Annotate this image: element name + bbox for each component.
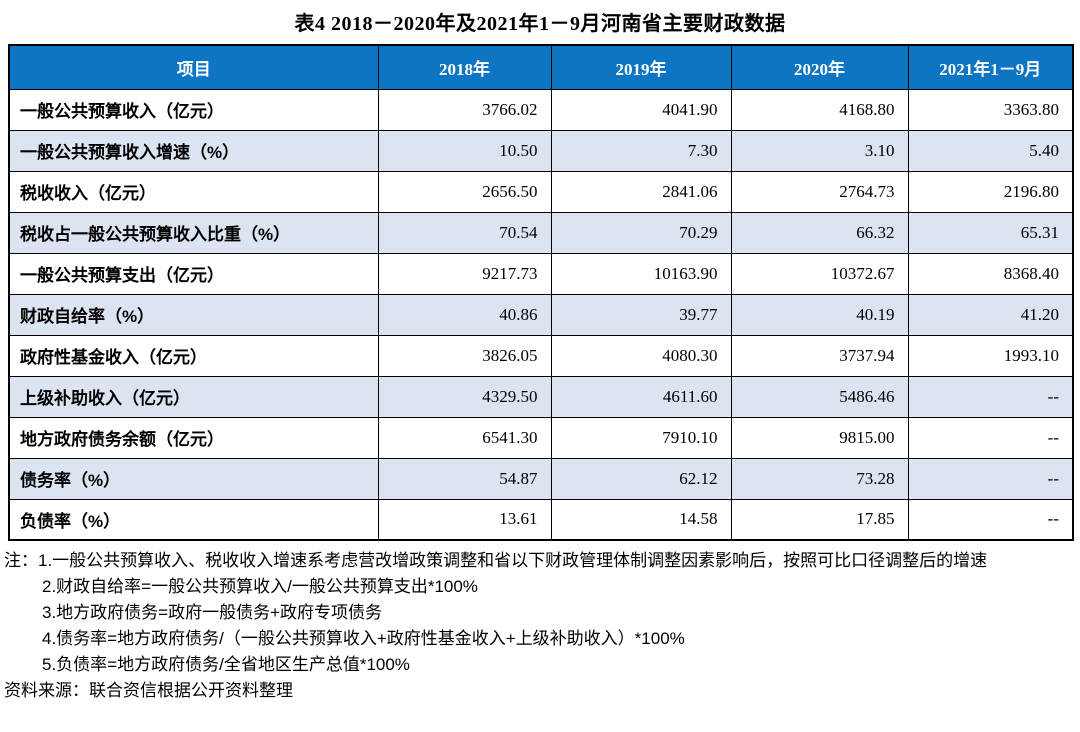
value-cell: -- (907, 416, 1074, 459)
note-line-1: 注：1.一般公共预算收入、税收收入增速系考虑营改增政策调整和省以下财政管理体制调… (4, 551, 988, 570)
value-cell: 2656.50 (377, 170, 552, 213)
value-cell: 2764.73 (730, 170, 909, 213)
table-row: 负债率（%） 13.61 14.58 17.85 -- (8, 498, 1074, 541)
value-cell: -- (907, 375, 1074, 418)
row-label: 上级补助收入（亿元） (8, 375, 379, 418)
row-label: 一般公共预算收入增速（%） (8, 129, 379, 172)
table-row: 债务率（%） 54.87 62.12 73.28 -- (8, 457, 1074, 500)
table-row: 政府性基金收入（亿元） 3826.05 4080.30 3737.94 1993.10 (8, 334, 1074, 377)
row-label: 负债率（%） (8, 498, 379, 541)
table-row: 一般公共预算收入（亿元） 3766.02 4041.90 4168.80 3363.80 (8, 88, 1074, 131)
header-cell-2: 2019年 (550, 44, 732, 90)
note-line-2: 2.财政自给率=一般公共预算收入/一般公共预算支出*100% (42, 577, 478, 596)
value-cell: 40.86 (377, 293, 552, 336)
value-cell: 3.10 (730, 129, 909, 172)
value-cell: 3826.05 (377, 334, 552, 377)
row-label: 税收占一般公共预算收入比重（%） (8, 211, 379, 254)
value-cell: 4168.80 (730, 88, 909, 131)
table-title: 表4 2018－2020年及2021年1－9月河南省主要财政数据 (294, 13, 786, 35)
value-cell: 66.32 (730, 211, 909, 254)
value-cell: 14.58 (550, 498, 732, 541)
note-line-5: 5.负债率=地方政府债务/全省地区生产总值*100% (42, 655, 410, 674)
row-label: 地方政府债务余额（亿元） (8, 416, 379, 459)
value-cell: 4611.60 (550, 375, 732, 418)
value-cell: 8368.40 (907, 252, 1074, 295)
value-cell: -- (907, 498, 1074, 541)
value-cell: 70.29 (550, 211, 732, 254)
value-cell: 2196.80 (907, 170, 1074, 213)
row-label: 一般公共预算收入（亿元） (8, 88, 379, 131)
note-line-3: 3.地方政府债务=政府一般债务+政府专项债务 (42, 603, 383, 622)
row-label: 政府性基金收入（亿元） (8, 334, 379, 377)
value-cell: 3737.94 (730, 334, 909, 377)
value-cell: 7910.10 (550, 416, 732, 459)
value-cell: 62.12 (550, 457, 732, 500)
value-cell: 73.28 (730, 457, 909, 500)
header-cell-0: 项目 (8, 44, 379, 90)
header-cell-3: 2020年 (730, 44, 909, 90)
table-row: 地方政府债务余额（亿元） 6541.30 7910.10 9815.00 -- (8, 416, 1074, 459)
value-cell: 70.54 (377, 211, 552, 254)
value-cell: 10.50 (377, 129, 552, 172)
value-cell: 1993.10 (907, 334, 1074, 377)
value-cell: 2841.06 (550, 170, 732, 213)
row-label: 一般公共预算支出（亿元） (8, 252, 379, 295)
value-cell: 4329.50 (377, 375, 552, 418)
value-cell: 7.30 (550, 129, 732, 172)
table-row: 税收收入（亿元） 2656.50 2841.06 2764.73 2196.80 (8, 170, 1074, 213)
value-cell: 3363.80 (907, 88, 1074, 131)
value-cell: 9217.73 (377, 252, 552, 295)
table-row: 一般公共预算收入增速（%） 10.50 7.30 3.10 5.40 (8, 129, 1074, 172)
row-label: 税收收入（亿元） (8, 170, 379, 213)
table-header: 项目 2018年 2019年 2020年 2021年1－9月 (8, 44, 1074, 90)
header-row: 项目 2018年 2019年 2020年 2021年1－9月 (8, 44, 1074, 90)
row-label: 财政自给率（%） (8, 293, 379, 336)
data-source-line: 资料来源：联合资信根据公开资料整理 (4, 681, 293, 700)
value-cell: -- (907, 457, 1074, 500)
value-cell: 54.87 (377, 457, 552, 500)
value-cell: 9815.00 (730, 416, 909, 459)
value-cell: 6541.30 (377, 416, 552, 459)
value-cell: 4080.30 (550, 334, 732, 377)
value-cell: 41.20 (907, 293, 1074, 336)
note-line-4: 4.债务率=地方政府债务/（一般公共预算收入+政府性基金收入+上级补助收入）*1… (42, 629, 685, 648)
value-cell: 17.85 (730, 498, 909, 541)
value-cell: 10163.90 (550, 252, 732, 295)
table-row: 税收占一般公共预算收入比重（%） 70.54 70.29 66.32 65.31 (8, 211, 1074, 254)
table-body: 一般公共预算收入（亿元） 3766.02 4041.90 4168.80 3363.80… (8, 88, 1074, 541)
value-cell: 13.61 (377, 498, 552, 541)
table-row: 财政自给率（%） 40.86 39.77 40.19 41.20 (8, 293, 1074, 336)
value-cell: 5.40 (907, 129, 1074, 172)
value-cell: 5486.46 (730, 375, 909, 418)
value-cell: 10372.67 (730, 252, 909, 295)
header-cell-1: 2018年 (377, 44, 552, 90)
table-row: 上级补助收入（亿元） 4329.50 4611.60 5486.46 -- (8, 375, 1074, 418)
row-label: 债务率（%） (8, 457, 379, 500)
table-row: 一般公共预算支出（亿元） 9217.73 10163.90 10372.67 8368.… (8, 252, 1074, 295)
fiscal-data-table: 项目 2018年 2019年 2020年 2021年1－9月 一般公共预算收入（亿元） 3… (8, 44, 1074, 541)
header-cell-4: 2021年1－9月 (907, 44, 1074, 90)
table-notes: 注：1.一般公共预算收入、税收收入增速系考虑营改增政策调整和省以下财政管理体制调… (4, 548, 1072, 704)
value-cell: 39.77 (550, 293, 732, 336)
value-cell: 65.31 (907, 211, 1074, 254)
value-cell: 4041.90 (550, 88, 732, 131)
value-cell: 40.19 (730, 293, 909, 336)
value-cell: 3766.02 (377, 88, 552, 131)
